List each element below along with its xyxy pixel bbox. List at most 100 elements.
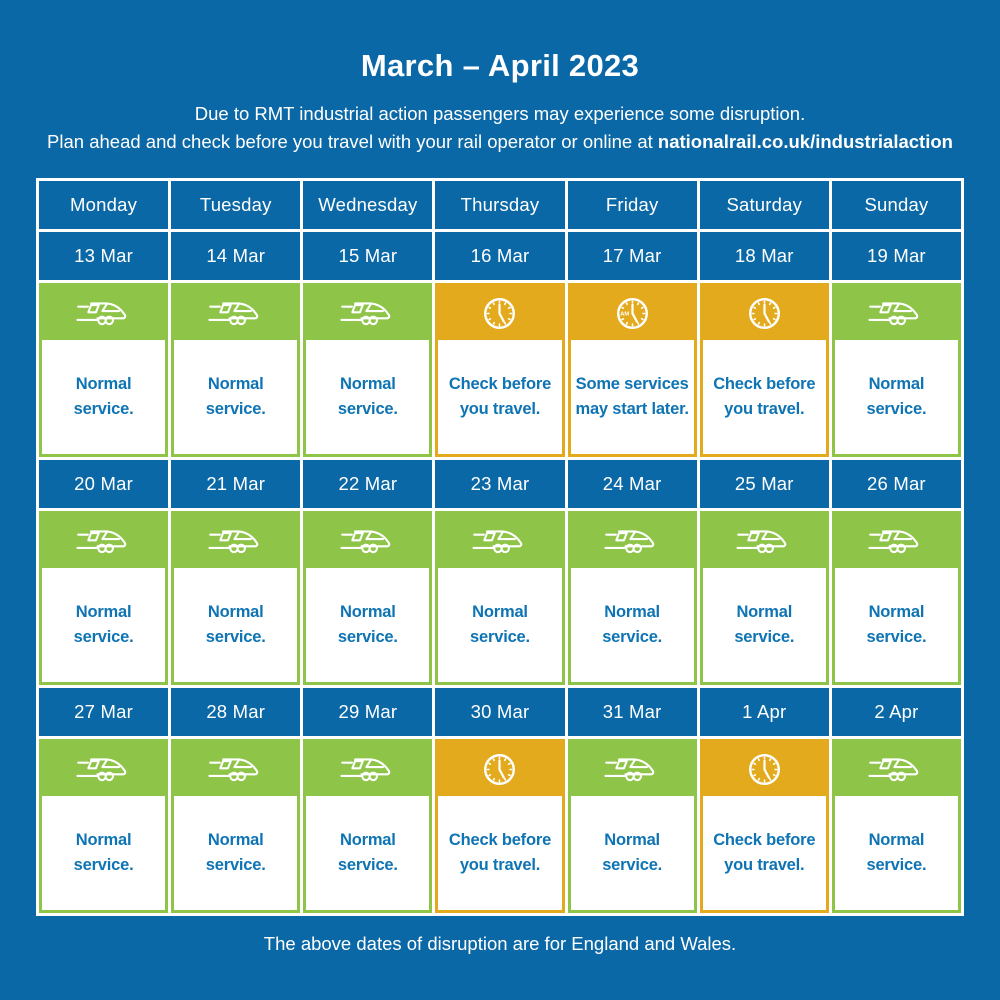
train-icon xyxy=(75,751,133,788)
status-label-line: Normal xyxy=(207,603,264,621)
status-label-line: service. xyxy=(866,856,927,874)
status-label-line: Check before xyxy=(713,831,816,849)
status-band xyxy=(174,742,298,796)
status-label-line: Normal xyxy=(604,831,660,849)
status-band xyxy=(702,742,826,796)
status-band: AM xyxy=(570,286,694,340)
train-icon xyxy=(603,751,661,788)
status-label-line: you travel. xyxy=(459,856,541,874)
status-label-line: Normal xyxy=(340,831,396,849)
train-icon xyxy=(867,295,925,332)
train-icon xyxy=(867,523,925,560)
status-label-line: service. xyxy=(602,628,663,646)
day-header-cell: Monday xyxy=(39,181,169,229)
day-header-cell: Thursday xyxy=(435,181,565,229)
status-band xyxy=(702,286,826,340)
status-label: Normal service. xyxy=(306,796,429,910)
clock-am-icon: AM xyxy=(612,293,653,334)
status-cell: Normal service. xyxy=(171,739,301,913)
date-cell: 26 Mar xyxy=(831,460,961,508)
status-band xyxy=(306,286,430,340)
status-label: Normal service. xyxy=(174,340,297,454)
status-label: Normal service. xyxy=(42,796,165,910)
train-icon xyxy=(339,523,397,560)
status-label-line: service. xyxy=(337,856,398,874)
status-cell: Normal service. xyxy=(831,283,961,457)
status-label-line: service. xyxy=(205,400,266,418)
status-cell: Check before you travel. xyxy=(435,739,565,913)
status-band xyxy=(306,742,430,796)
status-band xyxy=(438,742,562,796)
subtitle-line-2-text: Plan ahead and check before you travel w… xyxy=(47,131,658,152)
status-label-line: Normal xyxy=(736,603,793,621)
status-cell: Check before you travel. xyxy=(435,283,565,457)
status-band xyxy=(42,514,166,568)
train-icon xyxy=(867,751,925,788)
status-band xyxy=(42,742,166,796)
status-label-line: service. xyxy=(866,400,927,418)
status-label: Normal service. xyxy=(306,568,429,682)
date-cell: 22 Mar xyxy=(303,460,433,508)
status-band xyxy=(834,286,958,340)
status-label-line: Check before xyxy=(713,375,816,393)
subtitle-url: nationalrail.co.uk/industrialaction xyxy=(657,131,953,152)
status-label-line: service. xyxy=(205,856,266,874)
status-cell: Normal service. xyxy=(699,511,829,685)
status-label-line: Normal xyxy=(75,831,132,849)
status-label-line: Normal xyxy=(207,831,264,849)
status-band xyxy=(834,514,958,568)
status-cell: Normal service. xyxy=(303,511,433,685)
status-label-line: Normal xyxy=(472,603,528,621)
status-label: Normal service. xyxy=(835,796,958,910)
status-cell: Normal service. xyxy=(831,511,961,685)
status-label: Some services may start later. xyxy=(571,340,694,454)
status-label-line: Check before xyxy=(448,831,552,849)
status-label: Check before you travel. xyxy=(703,340,826,454)
date-cell: 31 Mar xyxy=(567,688,697,736)
status-cell: Normal service. xyxy=(171,511,301,685)
date-cell: 23 Mar xyxy=(435,460,565,508)
status-label: Normal service. xyxy=(306,340,429,454)
status-label-line: Normal xyxy=(868,603,925,621)
train-icon xyxy=(75,295,133,332)
status-band xyxy=(438,286,562,340)
date-cell: 2 Apr xyxy=(831,688,961,736)
day-header-cell: Friday xyxy=(567,181,697,229)
status-cell: Normal service. xyxy=(39,739,169,913)
train-icon xyxy=(207,295,265,332)
calendar-grid: Monday Tuesday Wednesday Thursday Friday Satu… xyxy=(36,178,964,916)
status-label-line: Normal xyxy=(75,603,132,621)
status-label: Normal service. xyxy=(42,568,165,682)
clock-icon xyxy=(744,749,785,790)
status-label-line: service. xyxy=(602,856,663,874)
date-cell: 20 Mar xyxy=(39,460,169,508)
status-label-line: service. xyxy=(73,400,134,418)
status-cell: Normal service. xyxy=(171,283,301,457)
train-icon xyxy=(339,751,397,788)
status-cell: Normal service. xyxy=(39,283,169,457)
status-label-line: you travel. xyxy=(459,400,541,418)
status-label-line: service. xyxy=(73,628,134,646)
status-label-line: Normal xyxy=(868,375,925,393)
status-label: Normal service. xyxy=(42,340,165,454)
status-label: Normal service. xyxy=(571,796,694,910)
status-band xyxy=(702,514,826,568)
date-cell: 14 Mar xyxy=(171,232,301,280)
status-label-line: Normal xyxy=(868,831,925,849)
status-cell: Normal service. xyxy=(831,739,961,913)
date-cell: 25 Mar xyxy=(699,460,829,508)
status-label-line: Normal xyxy=(340,375,396,393)
status-label-line: service. xyxy=(337,628,398,646)
status-label-line: Check before xyxy=(448,375,552,393)
status-cell: Normal service. xyxy=(567,739,697,913)
train-icon xyxy=(603,523,661,560)
status-band xyxy=(174,286,298,340)
train-icon xyxy=(339,295,397,332)
date-cell: 18 Mar xyxy=(699,232,829,280)
clock-icon xyxy=(744,293,785,334)
status-label: Normal service. xyxy=(835,340,958,454)
clock-icon xyxy=(479,293,520,334)
status-label: Check before you travel. xyxy=(438,796,561,910)
svg-text:AM: AM xyxy=(620,311,629,317)
status-band xyxy=(834,742,958,796)
